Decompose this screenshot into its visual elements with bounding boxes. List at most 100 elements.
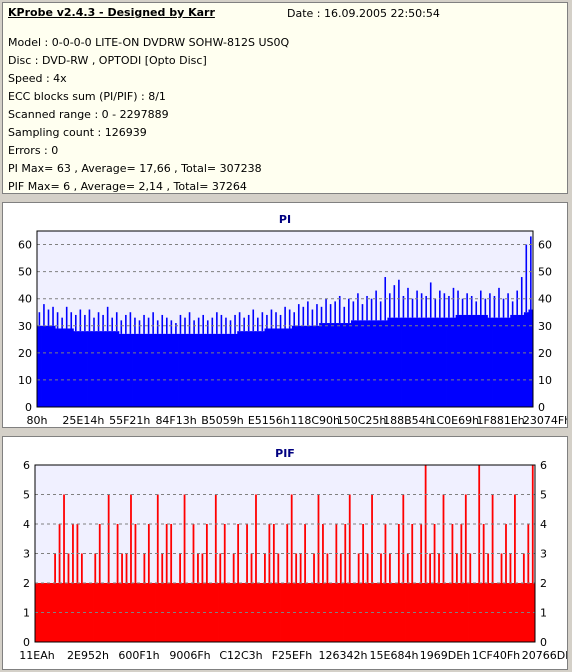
- spike: [237, 524, 240, 583]
- y-tick-label-left: 1: [23, 607, 30, 620]
- spike: [322, 524, 324, 583]
- bar: [173, 333, 179, 407]
- peak-spike: [102, 314, 104, 332]
- peak-spike: [288, 309, 291, 329]
- y-tick-label-right: 40: [538, 293, 552, 306]
- bar: [414, 583, 420, 642]
- bar: [276, 583, 281, 642]
- bar: [258, 583, 264, 642]
- bar: [228, 333, 234, 407]
- bar: [314, 325, 320, 407]
- x-tick-label: 55F21h: [109, 414, 150, 427]
- spike: [94, 553, 97, 583]
- spike: [348, 494, 351, 583]
- peak-spike: [52, 306, 54, 326]
- bar: [463, 583, 469, 642]
- bar: [87, 331, 93, 407]
- info-errors: Errors : 0: [8, 144, 59, 157]
- bar: [328, 323, 334, 407]
- peak-spike: [439, 290, 441, 318]
- bar: [84, 583, 89, 642]
- spike: [397, 524, 400, 583]
- spike: [500, 553, 503, 583]
- bar: [82, 331, 88, 407]
- x-tick-label: 25E14h: [62, 414, 104, 427]
- x-tick-label: 188B54h: [383, 414, 433, 427]
- peak-spike: [393, 285, 396, 318]
- peak-spike: [525, 244, 528, 313]
- x-tick-label: 126342h: [319, 649, 368, 662]
- peak-spike: [247, 314, 250, 332]
- bar: [501, 317, 507, 407]
- bar: [469, 314, 475, 407]
- bar: [222, 583, 228, 642]
- spike: [380, 553, 382, 583]
- y-tick-label-right: 30: [538, 320, 552, 333]
- peak-spike: [275, 312, 277, 329]
- bar: [305, 325, 311, 407]
- bar: [178, 333, 184, 407]
- spike: [509, 553, 512, 583]
- y-tick-label-left: 10: [18, 374, 32, 387]
- spike: [339, 553, 342, 583]
- peak-spike: [216, 312, 218, 334]
- spike: [134, 524, 137, 583]
- bar: [253, 583, 259, 642]
- peak-spike: [65, 306, 68, 329]
- peak-spike: [38, 312, 41, 326]
- peak-spike: [325, 298, 327, 324]
- spike: [250, 553, 253, 583]
- bar: [485, 583, 491, 642]
- bar: [487, 317, 493, 407]
- chart-title: PIF: [275, 447, 295, 460]
- bar: [332, 323, 338, 407]
- spike: [451, 524, 454, 583]
- peak-spike: [443, 293, 446, 318]
- spike: [183, 494, 186, 583]
- spike: [264, 553, 266, 583]
- spike: [357, 553, 360, 583]
- y-tick-label-right: 0: [538, 401, 545, 414]
- y-tick-label-left: 6: [23, 459, 30, 472]
- spike: [362, 524, 365, 583]
- bar: [214, 333, 220, 407]
- spike: [491, 494, 494, 583]
- bar: [528, 309, 534, 407]
- peak-spike: [129, 312, 132, 334]
- bar: [517, 583, 522, 642]
- bar: [150, 333, 156, 407]
- x-tick-label: 9006Fh: [169, 649, 210, 662]
- bar: [43, 583, 49, 642]
- peak-spike: [234, 314, 236, 334]
- info-sampling: Sampling count : 126939: [8, 126, 147, 139]
- spike: [223, 524, 226, 583]
- bar: [374, 583, 380, 642]
- peak-spike: [366, 295, 368, 321]
- y-tick-label-right: 10: [538, 374, 552, 387]
- peak-spike: [489, 293, 491, 318]
- bar: [97, 583, 103, 642]
- bar: [478, 314, 484, 407]
- bar: [496, 317, 502, 407]
- x-tick-label: 150C25h: [337, 414, 387, 427]
- bar: [132, 333, 138, 407]
- pi-chart: PI 0 0 10 10 20 20 30 30 40 40 50 50 60 60 80h 25E14h 55F…: [18, 213, 571, 427]
- bar: [523, 312, 529, 407]
- bar: [50, 325, 56, 407]
- peak-spike: [238, 312, 241, 332]
- bar: [100, 331, 106, 407]
- y-tick-label-right: 6: [540, 459, 547, 472]
- peak-spike: [47, 309, 50, 326]
- bar: [101, 583, 107, 642]
- peak-spike: [252, 309, 255, 332]
- bar: [118, 333, 124, 407]
- y-tick-label-right: 2: [540, 577, 547, 590]
- peak-spike: [507, 293, 509, 318]
- peak-spike: [202, 314, 204, 334]
- peak-spike: [115, 312, 118, 332]
- peak-spike: [530, 236, 532, 310]
- bar: [410, 583, 415, 642]
- bar: [492, 317, 497, 407]
- spike: [438, 553, 440, 583]
- peak-spike: [270, 309, 273, 329]
